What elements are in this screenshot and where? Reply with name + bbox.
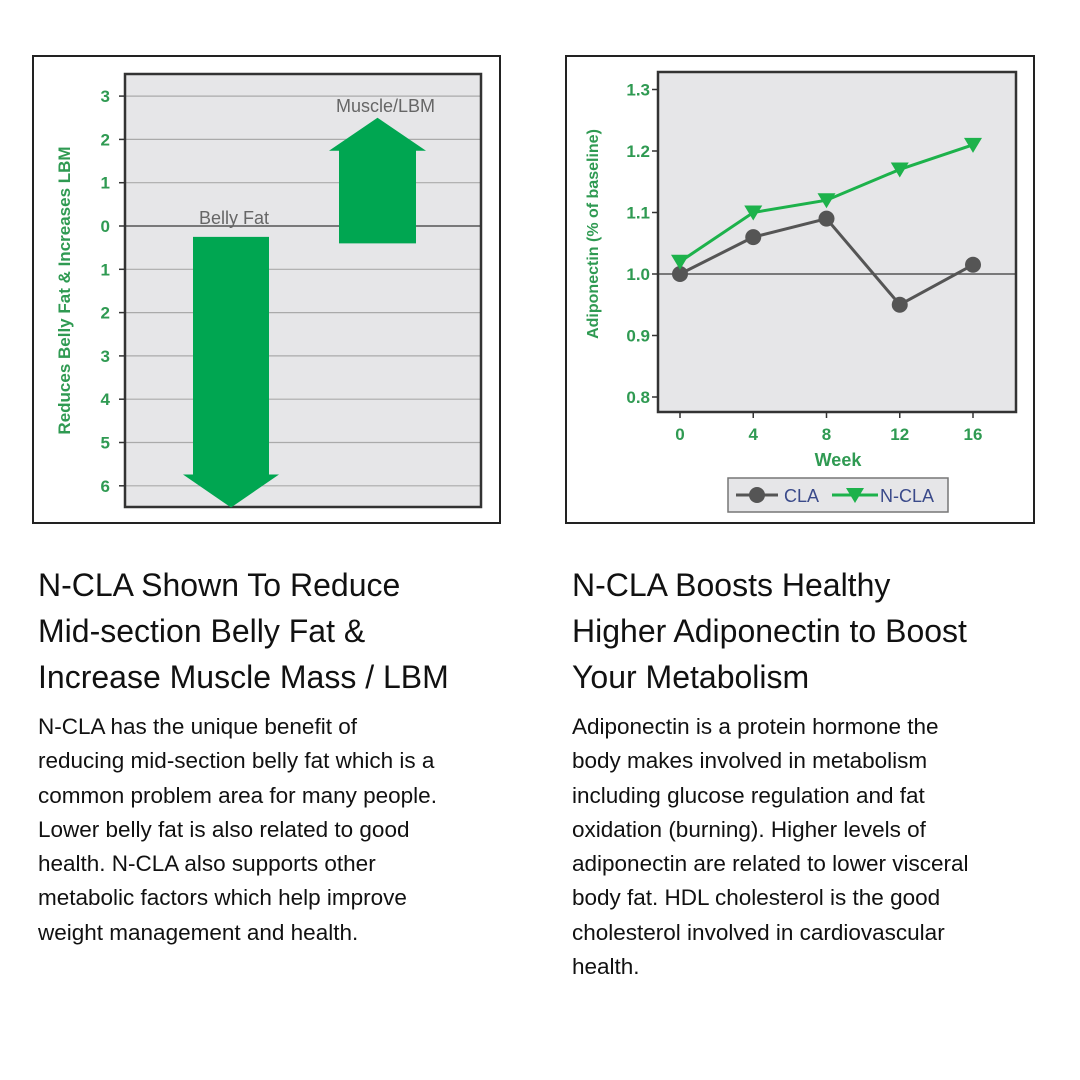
- heading-line: Mid-section Belly Fat &: [38, 613, 366, 649]
- right-heading: N-CLA Boosts Healthy Higher Adiponectin …: [572, 562, 968, 700]
- legend-label: CLA: [784, 486, 819, 506]
- arrow-muscle-lbm: [329, 117, 426, 244]
- y-tick-label: 1.2: [626, 142, 650, 161]
- data-point-n-cla: [817, 193, 836, 209]
- heading-line: Your Metabolism: [572, 659, 810, 695]
- y-tick-label: 0.8: [626, 388, 650, 407]
- legend-label: N-CLA: [880, 486, 934, 506]
- y-axis-label: Reduces Belly Fat & Increases LBM: [55, 146, 74, 434]
- x-tick-label: 12: [890, 425, 909, 444]
- body-line: body makes involved in metabolism: [572, 748, 928, 774]
- x-tick-label: 16: [964, 425, 983, 444]
- body-line: reducing mid-section belly fat which is …: [38, 748, 435, 774]
- series-label: Muscle/LBM: [336, 96, 435, 116]
- body-line: including glucose regulation and fat: [572, 782, 925, 808]
- x-tick-label: 8: [822, 425, 831, 444]
- y-tick-label: 5: [101, 434, 110, 453]
- y-tick-label: 1: [101, 174, 110, 193]
- y-tick-label: 1.3: [626, 81, 650, 100]
- plot-background: [658, 72, 1016, 412]
- y-tick-label: 0.9: [626, 327, 650, 346]
- x-axis-label: Week: [815, 450, 863, 470]
- body-line: Lower belly fat is also related to good: [38, 816, 410, 842]
- body-line: health. N-CLA also supports other: [38, 851, 376, 877]
- data-point-cla: [745, 229, 762, 246]
- right-text-column: N-CLA Boosts Healthy Higher Adiponectin …: [572, 562, 968, 984]
- heading-line: Higher Adiponectin to Boost: [572, 613, 967, 649]
- body-line: N-CLA has the unique benefit of: [38, 714, 357, 739]
- y-tick-label: 3: [101, 87, 110, 106]
- y-tick-label: 2: [101, 130, 110, 149]
- y-axis-label: Adiponectin (% of baseline): [585, 129, 602, 339]
- y-tick-label: 3: [101, 347, 110, 366]
- x-tick-label: 4: [749, 425, 759, 444]
- right-body: Adiponectin is a protein hormone the bod…: [572, 710, 968, 984]
- body-line: common problem area for many people.: [38, 782, 437, 808]
- body-line: adiponectin are related to lower viscera…: [572, 851, 969, 877]
- data-point-cla: [891, 296, 908, 313]
- y-tick-label: 6: [101, 477, 110, 496]
- body-line: health.: [572, 954, 640, 980]
- heading-line: Increase Muscle Mass / LBM: [38, 659, 449, 695]
- body-line: body fat. HDL cholesterol is the good: [572, 885, 941, 911]
- heading-line: N-CLA Boosts Healthy: [572, 567, 891, 603]
- y-tick-label: 1: [101, 260, 110, 279]
- data-point-n-cla: [964, 137, 982, 153]
- legend-marker-cla: [749, 487, 765, 503]
- data-point-cla: [965, 256, 981, 273]
- data-point-cla: [672, 266, 688, 282]
- legend-marker-n-cla: [846, 488, 864, 503]
- y-tick-label: 2: [101, 304, 110, 323]
- left-text-column: N-CLA Shown To Reduce Mid-section Belly …: [38, 562, 449, 950]
- body-line: Adiponectin is a protein hormone the: [572, 714, 939, 739]
- data-point-cla: [818, 210, 835, 227]
- data-point-n-cla: [671, 254, 689, 270]
- left-body: N-CLA has the unique benefit of reducing…: [38, 710, 449, 950]
- plot-background: [125, 74, 481, 507]
- y-tick-label: 1.1: [626, 204, 650, 223]
- body-line: oxidation (burning). Higher levels of: [572, 816, 926, 842]
- data-point-n-cla: [890, 162, 909, 178]
- heading-line: N-CLA Shown To Reduce: [38, 567, 401, 603]
- arrow-belly-fat: [183, 236, 279, 508]
- plot-border: [123, 72, 483, 509]
- series-label: Belly Fat: [199, 208, 269, 228]
- x-tick-label: 0: [675, 425, 684, 444]
- y-tick-label: 1.0: [626, 265, 650, 284]
- body-line: metabolic factors which help improve: [38, 885, 407, 911]
- plot-border: [656, 70, 1018, 414]
- body-line: cholesterol involved in cardiovascular: [572, 919, 945, 945]
- data-point-n-cla: [744, 205, 763, 221]
- left-heading: N-CLA Shown To Reduce Mid-section Belly …: [38, 562, 449, 700]
- y-tick-label: 0: [101, 217, 110, 236]
- y-tick-label: 4: [101, 390, 111, 409]
- body-line: weight management and health.: [38, 919, 359, 945]
